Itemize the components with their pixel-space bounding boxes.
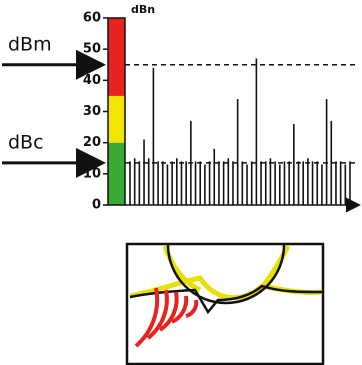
y-tick-label: 10 — [83, 166, 101, 181]
y-tick-label: 50 — [83, 42, 101, 57]
y-tick-label: 0 — [92, 198, 101, 213]
reference-label: dBm — [8, 33, 52, 55]
reference-label: dBc — [8, 131, 44, 153]
illustration — [125, 242, 325, 365]
y-tick-label: 40 — [83, 73, 101, 88]
y-tick-label: 30 — [83, 104, 101, 119]
scale-band — [108, 142, 125, 205]
unit-label: dBn — [131, 3, 155, 16]
scale-band — [108, 18, 125, 96]
y-tick-label: 60 — [83, 11, 101, 26]
scale-band — [108, 95, 125, 143]
y-tick-label: 20 — [83, 135, 101, 150]
